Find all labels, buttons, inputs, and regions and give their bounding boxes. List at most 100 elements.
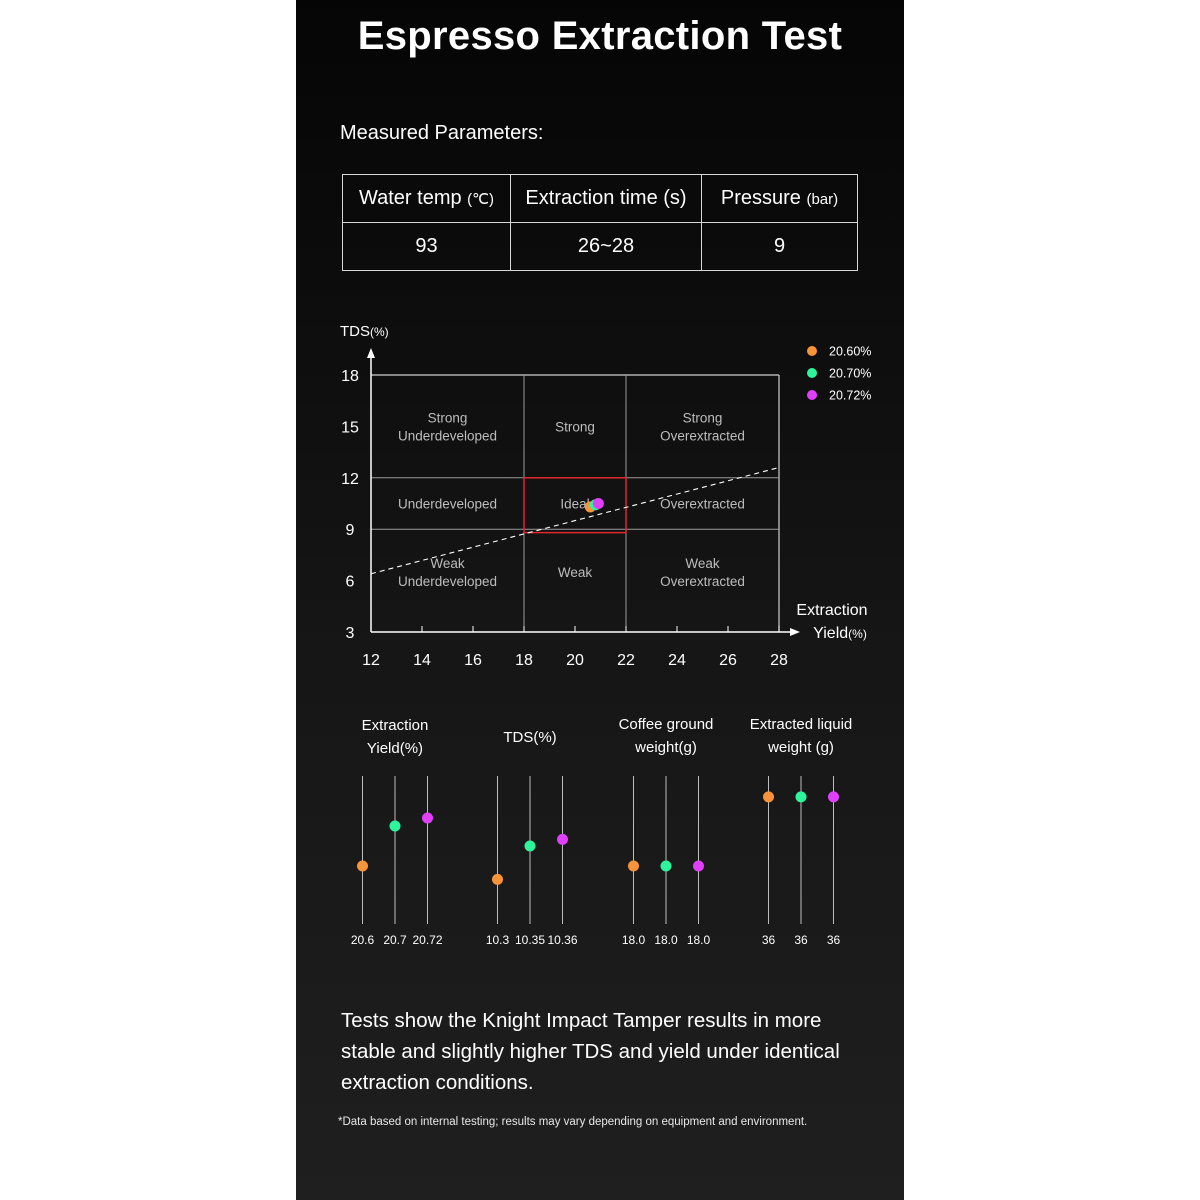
x-axis-title-line2: Yield(%)	[813, 625, 867, 642]
y-tick-label: 3	[346, 625, 355, 642]
legend-label: 20.72%	[829, 389, 871, 403]
header-unit: (bar)	[806, 191, 839, 208]
parameters-value-row: 93 26~28 9	[342, 222, 858, 271]
dot-value-label: 36	[794, 933, 808, 947]
dot-value-marker	[422, 812, 433, 824]
region-label: Underdeveloped	[398, 428, 497, 443]
x-tick-label: 18	[515, 652, 533, 669]
comparison-dot-chart: 20.6 20.7 20.72 10.3 10.35 10.36 18.0 18.0 18.0 3…	[351, 776, 841, 947]
dot-value-label: 10.36	[547, 933, 577, 947]
parameters-header-row: Water temp (℃) Extraction time (s) Press…	[342, 174, 858, 223]
legend-label: 20.70%	[829, 367, 871, 381]
x-tick-label: 16	[464, 652, 482, 669]
region-label: Weak	[685, 556, 720, 571]
dot-value-label: 20.7	[383, 933, 407, 947]
x-axis-title-text: Yield	[813, 625, 848, 642]
dot-value-marker	[557, 833, 568, 845]
header-label: Water temp	[358, 187, 468, 209]
legend-marker	[807, 346, 817, 356]
dot-chart-title-line: Extracted liquid	[749, 716, 853, 733]
header-extraction-time: Extraction time (s)	[510, 174, 702, 223]
x-axis-title-unit: (%)	[848, 627, 867, 641]
dot-value-label: 18.0	[687, 933, 711, 947]
dot-chart-title-line: Yield(%)	[366, 740, 424, 757]
region-label: Strong	[683, 410, 723, 425]
header-pressure: Pressure (bar)	[701, 174, 858, 223]
header-unit: (℃)	[467, 191, 495, 208]
region-label: Overextracted	[660, 497, 745, 512]
conclusion-text: Tests show the Knight Impact Tamper resu…	[341, 1009, 840, 1094]
y-tick-label: 6	[346, 574, 355, 591]
trend-line	[370, 466, 780, 575]
dot-chart-title: TDS(%)	[450, 726, 610, 749]
ideal-zone-box	[523, 477, 627, 534]
x-tick-label: 22	[617, 652, 635, 669]
region-label: Underdeveloped	[398, 497, 497, 512]
dot-value-label: 20.72	[412, 933, 442, 947]
dot-value-label: 36	[827, 933, 841, 947]
region-label: Weak	[558, 565, 593, 580]
x-tick-label: 26	[719, 652, 737, 669]
dot-value-marker	[628, 860, 639, 872]
x-tick-label: 14	[413, 652, 431, 669]
region-label: Overextracted	[660, 574, 745, 589]
dot-value-label: 36	[762, 933, 776, 947]
region-label: Strong	[555, 419, 595, 434]
x-tick-label: 24	[668, 652, 686, 669]
y-axis-title: TDS(%)	[340, 323, 389, 340]
parameters-heading: Measured Parameters:	[340, 122, 544, 144]
dot-value-marker	[492, 873, 503, 885]
dot-value-marker	[660, 860, 672, 872]
dot-chart-title-line: weight (g)	[768, 739, 834, 756]
dot-value-label: 18.0	[622, 933, 646, 947]
region-label: Overextracted	[660, 428, 745, 443]
dot-chart-title: Coffee ground weight(g)	[586, 713, 746, 759]
parameters-table: Water temp (℃) Extraction time (s) Press…	[342, 174, 858, 271]
page-title: Espresso Extraction Test	[357, 14, 843, 58]
value-extraction-time: 26~28	[510, 222, 702, 271]
header-label: Pressure	[720, 187, 807, 209]
dot-value-label: 10.3	[486, 933, 510, 947]
x-axis-arrow	[790, 628, 800, 636]
value-pressure: 9	[701, 222, 858, 271]
data-point	[592, 497, 604, 509]
dot-chart-title-line: TDS(%)	[503, 729, 557, 746]
dot-value-label: 10.35	[515, 933, 545, 947]
dot-value-marker	[693, 860, 704, 872]
dot-value-marker	[389, 820, 401, 832]
dot-value-marker	[795, 791, 807, 803]
x-tick-label: 20	[566, 652, 584, 669]
x-tick-label: 28	[770, 652, 788, 669]
x-tick-label: 12	[362, 652, 380, 669]
region-label: Underdeveloped	[398, 574, 497, 589]
footnote: *Data based on internal testing; results…	[338, 1116, 808, 1128]
dot-chart-title-line: Extraction	[361, 717, 429, 734]
dot-value-marker	[357, 860, 368, 872]
x-axis-title-line1: Extraction	[796, 602, 867, 619]
header-label: Extraction time (s)	[525, 187, 687, 209]
y-tick-label: 15	[341, 419, 359, 436]
dot-value-marker	[763, 791, 774, 803]
infographic-panel: Espresso Extraction Test Measured Parame…	[296, 0, 904, 1200]
region-label: Weak	[430, 556, 465, 571]
dot-value-marker	[524, 840, 536, 852]
region-label: Strong	[428, 410, 468, 425]
dot-value-marker	[828, 791, 839, 803]
y-tick-label: 18	[341, 368, 359, 385]
extraction-scatter-chart: 12 14 16 18 20 22 24 26 28 3 6 9 12 15 18 TDS(%) Extract…	[340, 323, 871, 669]
value-water-temp: 93	[342, 222, 511, 271]
legend-marker	[807, 368, 817, 378]
dot-value-label: 20.6	[351, 933, 375, 947]
y-axis-title-unit: (%)	[370, 325, 389, 339]
region-label: Ideal	[560, 497, 589, 512]
dot-chart-title: Extraction Yield(%)	[315, 714, 475, 760]
y-tick-label: 9	[346, 522, 355, 539]
dot-chart-title: Extracted liquid weight (g)	[721, 713, 881, 759]
legend-label: 20.60%	[829, 345, 871, 359]
dot-value-label: 18.0	[654, 933, 678, 947]
y-axis-arrow	[367, 348, 375, 358]
dot-chart-title-line: weight(g)	[635, 739, 697, 756]
y-tick-label: 12	[341, 471, 359, 488]
dot-chart-title-line: Coffee ground	[618, 716, 714, 733]
legend-marker	[807, 390, 817, 400]
